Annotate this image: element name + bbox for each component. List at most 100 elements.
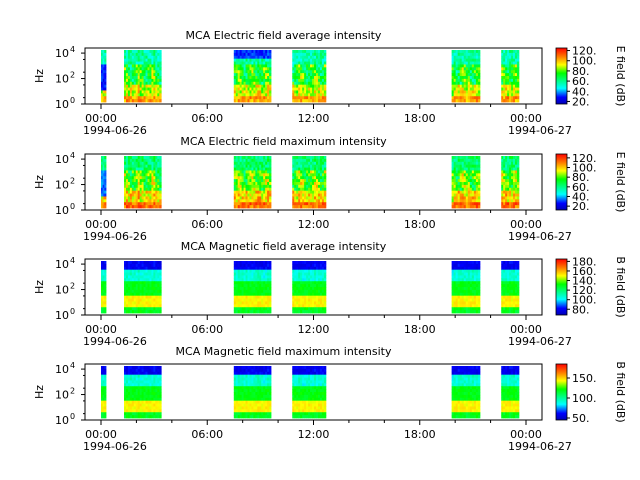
panel-4: MCA Magnetic field maximum intensity Hz 10… [33, 345, 627, 453]
spectrogram-segment [292, 366, 327, 419]
x-tick-label: 06:00 [191, 428, 223, 441]
colorbar-tick-label: 20. [572, 200, 590, 213]
spectrogram-segment [292, 50, 327, 103]
colorbar-label: E field (dB) [614, 46, 627, 107]
y-tick-label: 10 [55, 153, 69, 166]
colorbar-tick-label: 40. [572, 190, 590, 203]
x-tick-label: 06:00 [191, 112, 223, 125]
colorbar-tick-label: 100. [572, 55, 597, 68]
y-tick-exponent: 4 [70, 361, 75, 370]
spectrogram-segment [101, 156, 107, 209]
x-date-label: 1994-06-26 [83, 335, 147, 348]
x-date-label: 1994-06-26 [83, 440, 147, 453]
spectrogram-segment [101, 366, 107, 419]
y-tick-label: 10 [55, 414, 69, 427]
colorbar-tick-label: 80. [572, 65, 590, 78]
colorbar: 80.100.120.140.160.180. B field (dB) [555, 255, 627, 318]
colorbar-tick-label: 100. [572, 162, 597, 175]
spectrogram-segment [233, 261, 272, 314]
panel-1: MCA Electric field average intensity Hz 10… [33, 29, 627, 137]
y-tick-exponent: 2 [70, 177, 75, 186]
colorbar: 20.40.60.80.100.120. E field (dB) [555, 45, 627, 108]
x-tick-label: 18:00 [404, 323, 436, 336]
x-tick-label: 12:00 [298, 323, 330, 336]
colorbar-gradient [555, 47, 568, 105]
x-tick-label: 00:00 [85, 218, 117, 231]
spectrogram-segment [124, 366, 162, 419]
colorbar: 20.40.60.80.100.120. E field (dB) [555, 152, 627, 213]
spectrogram-segment [233, 156, 272, 209]
colorbar: 50. 100. 150. B field (dB) [555, 361, 627, 425]
x-tick-label: 12:00 [298, 428, 330, 441]
spectrogram-segment [501, 156, 520, 209]
y-axis-label: Hz [33, 175, 46, 189]
spectrogram-segment [451, 366, 481, 419]
colorbar-label: E field (dB) [614, 152, 627, 213]
y-tick-exponent: 4 [70, 45, 75, 54]
x-tick-label: 12:00 [298, 112, 330, 125]
y-tick-exponent: 4 [70, 151, 75, 160]
spectrogram-segment [124, 156, 162, 209]
y-tick-exponent: 0 [70, 96, 75, 105]
x-tick-label: 12:00 [298, 218, 330, 231]
colorbar-tick-label: 100. [572, 392, 597, 405]
spectrogram-segment [292, 261, 327, 314]
y-tick-exponent: 0 [70, 307, 75, 316]
spectrogram-segment [451, 261, 481, 314]
colorbar-tick-label: 40. [572, 85, 590, 98]
colorbar-tick-label: 160. [572, 265, 597, 278]
x-date-label: 1994-06-27 [508, 230, 572, 243]
y-tick-label: 10 [55, 98, 69, 111]
x-date-label: 1994-06-26 [83, 124, 147, 137]
y-tick-exponent: 2 [70, 71, 75, 80]
colorbar-label: B field (dB) [614, 256, 627, 317]
y-tick-exponent: 0 [70, 202, 75, 211]
colorbar-gradient [555, 153, 568, 211]
panel-title: MCA Magnetic field average intensity [181, 240, 387, 253]
spectrogram-segment [101, 261, 107, 314]
colorbar-tick-label: 50. [572, 412, 590, 425]
panel-3: MCA Magnetic field average intensity Hz 10… [33, 240, 627, 348]
y-tick-label: 10 [55, 258, 69, 271]
colorbar-tick-label: 140. [572, 275, 597, 288]
panel-title: MCA Magnetic field maximum intensity [176, 345, 392, 358]
y-tick-exponent: 4 [70, 256, 75, 265]
y-tick-label: 10 [55, 309, 69, 322]
colorbar-tick-label: 180. [572, 255, 597, 268]
x-tick-label: 00:00 [85, 428, 117, 441]
x-tick-label: 00:00 [510, 112, 542, 125]
spectrogram-segment [451, 156, 481, 209]
spectrogram-segment [233, 366, 272, 419]
x-date-label: 1994-06-27 [508, 440, 572, 453]
y-axis-label: Hz [33, 280, 46, 294]
x-tick-label: 00:00 [510, 218, 542, 231]
x-tick-label: 06:00 [191, 218, 223, 231]
spectrogram-segment [501, 366, 520, 419]
colorbar-tick-label: 150. [572, 372, 597, 385]
y-tick-exponent: 2 [70, 282, 75, 291]
spectrogram-segment [501, 50, 520, 103]
x-tick-label: 00:00 [85, 112, 117, 125]
y-tick-label: 10 [55, 389, 69, 402]
spectrogram-segment [124, 50, 162, 103]
x-tick-label: 00:00 [510, 428, 542, 441]
colorbar-tick-label: 60. [572, 75, 590, 88]
x-date-label: 1994-06-27 [508, 124, 572, 137]
colorbar-tick-label: 60. [572, 181, 590, 194]
y-tick-label: 10 [55, 179, 69, 192]
x-tick-label: 18:00 [404, 112, 436, 125]
y-tick-exponent: 0 [70, 412, 75, 421]
colorbar-tick-label: 20. [572, 95, 590, 108]
x-tick-label: 00:00 [510, 323, 542, 336]
panel-title: MCA Electric field maximum intensity [180, 135, 387, 148]
colorbar-gradient [555, 363, 568, 421]
x-tick-label: 06:00 [191, 323, 223, 336]
y-axis-label: Hz [33, 385, 46, 399]
panel-title: MCA Electric field average intensity [186, 29, 382, 42]
colorbar-label: B field (dB) [614, 361, 627, 422]
y-tick-label: 10 [55, 363, 69, 376]
y-tick-label: 10 [55, 73, 69, 86]
y-tick-exponent: 2 [70, 387, 75, 396]
colorbar-tick-label: 80. [572, 171, 590, 184]
